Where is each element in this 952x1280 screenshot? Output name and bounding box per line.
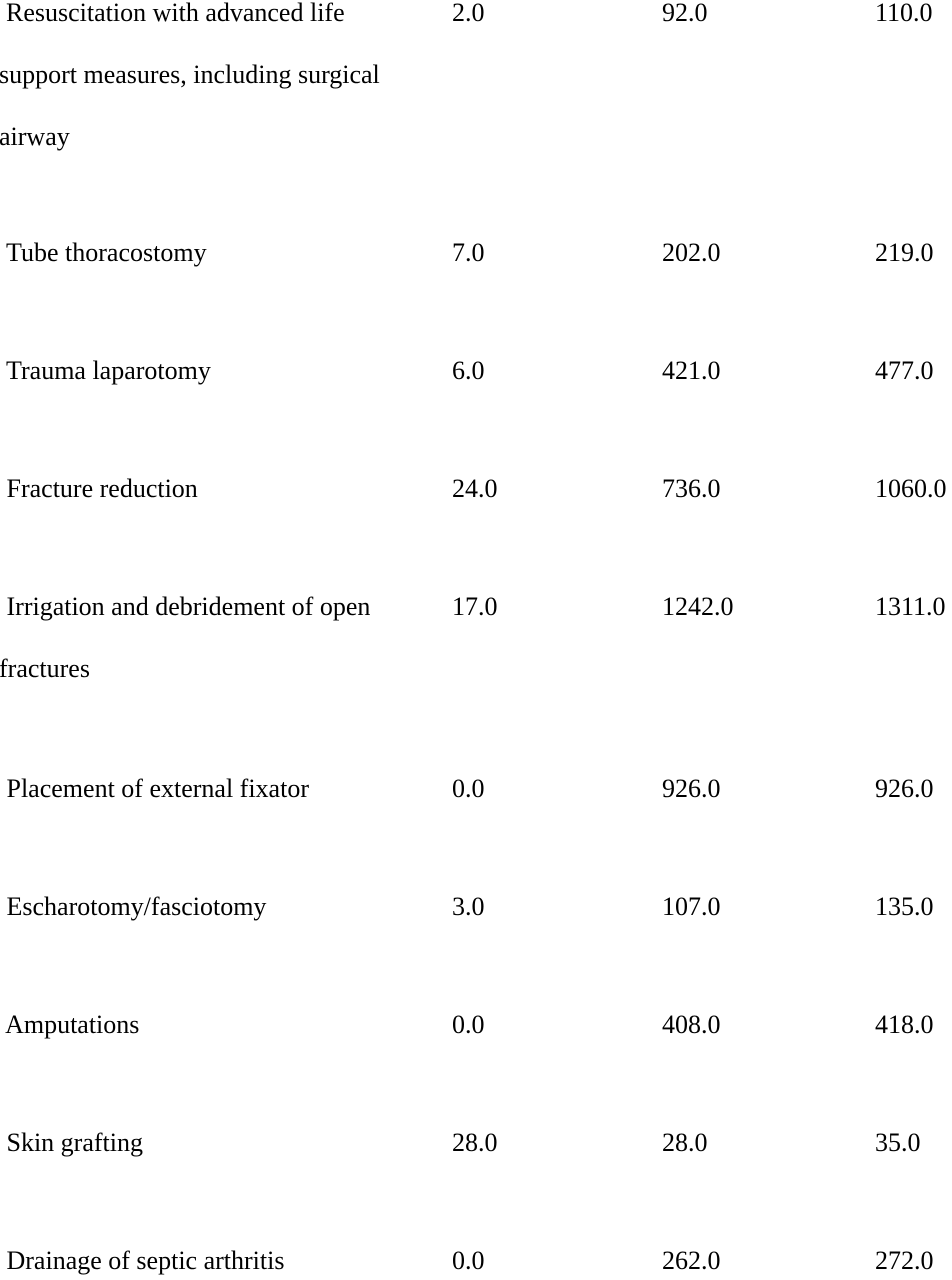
- value-cell-2: 926.0: [662, 774, 721, 803]
- value-cell-1: 6.0: [452, 356, 485, 385]
- value-cell-2: 28.0: [662, 1128, 708, 1157]
- value-cell-2: 92.0: [662, 0, 708, 27]
- value-cell-1: 0.0: [452, 1246, 485, 1275]
- value-cell-2: 421.0: [662, 356, 721, 385]
- value-cell-1: 28.0: [452, 1128, 498, 1157]
- value-cell-3: 110.0: [875, 0, 933, 27]
- procedure-label: fractures: [0, 654, 90, 683]
- procedure-label: Amputations: [0, 1010, 140, 1039]
- procedure-label: Irrigation and debridement of open: [0, 592, 371, 621]
- value-cell-1: 0.0: [452, 1010, 485, 1039]
- procedure-label: Resuscitation with advanced life: [6, 0, 345, 27]
- value-cell-3: 1311.0: [875, 592, 946, 621]
- procedure-label: Tube thoracostomy: [0, 238, 207, 267]
- value-cell-2: 262.0: [662, 1246, 721, 1275]
- value-cell-1: 7.0: [452, 238, 485, 267]
- value-cell-2: 408.0: [662, 1010, 721, 1039]
- value-cell-1: 2.0: [452, 0, 485, 27]
- value-cell-2: 1242.0: [662, 592, 734, 621]
- value-cell-2: 736.0: [662, 474, 721, 503]
- procedure-label: Trauma laparotomy: [0, 356, 211, 385]
- value-cell-3: 272.0: [875, 1246, 934, 1275]
- value-cell-3: 135.0: [875, 892, 934, 921]
- value-cell-3: 219.0: [875, 238, 934, 267]
- value-cell-3: 35.0: [875, 1128, 921, 1157]
- value-cell-1: 0.0: [452, 774, 485, 803]
- value-cell-3: 926.0: [875, 774, 934, 803]
- procedure-label: Escharotomy/fasciotomy: [0, 892, 267, 921]
- procedure-label: Skin grafting: [0, 1128, 144, 1157]
- value-cell-1: 24.0: [452, 474, 498, 503]
- value-cell-2: 202.0: [662, 238, 721, 267]
- procedure-label: Fracture reduction: [0, 474, 198, 503]
- value-cell-3: 477.0: [875, 356, 934, 385]
- procedure-label: support measures, including surgical: [0, 60, 380, 89]
- value-cell-1: 17.0: [452, 592, 498, 621]
- value-cell-3: 418.0: [875, 1010, 934, 1039]
- value-cell-1: 3.0: [452, 892, 485, 921]
- value-cell-2: 107.0: [662, 892, 721, 921]
- procedure-label: Drainage of septic arthritis: [0, 1246, 285, 1275]
- procedure-label: Placement of external fixator: [0, 774, 309, 803]
- value-cell-3: 1060.0: [875, 474, 947, 503]
- procedure-label: airway: [0, 122, 70, 151]
